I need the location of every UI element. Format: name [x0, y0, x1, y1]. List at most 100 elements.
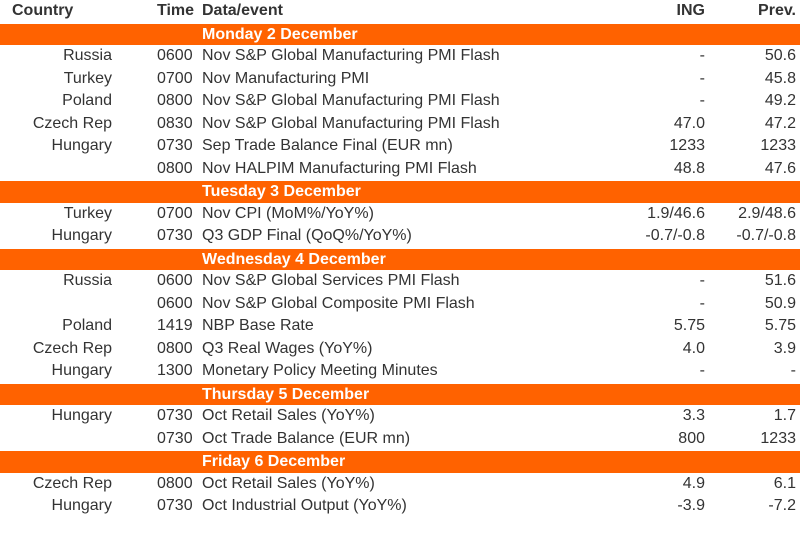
- time-cell: 0800: [157, 92, 193, 109]
- prev-cell: 47.6: [764, 159, 796, 177]
- country-cell: Hungary: [51, 137, 112, 154]
- prev-cell: 1233: [760, 429, 796, 447]
- time-cell: 0730: [157, 137, 193, 154]
- ing-cell: 3.3: [682, 407, 705, 424]
- country-cell: Poland: [62, 92, 112, 109]
- ing-cell: -3.9: [677, 497, 705, 514]
- ing-cell: 1.9/46.6: [647, 204, 705, 222]
- event-cell: Q3 GDP Final (QoQ%/YoY%): [202, 227, 412, 244]
- prev-cell: -: [790, 362, 796, 379]
- ing-cell: 4.9: [682, 474, 705, 492]
- data-row: Hungary 0730 Q3 GDP Final (QoQ%/YoY%) -0.7/…: [0, 225, 800, 248]
- prev-cell: 2.9/48.6: [738, 204, 796, 222]
- data-row: Czech Rep 0800 Q3 Real Wages (YoY%) 4.0 3.9: [0, 338, 800, 361]
- prev-cell: Prev.: [758, 2, 796, 19]
- prev-cell: 1233: [760, 137, 796, 154]
- prev-cell: 51.6: [764, 272, 796, 289]
- country-cell: Turkey: [63, 204, 112, 222]
- country-cell: Country: [12, 2, 74, 19]
- prev-cell: 49.2: [764, 92, 796, 109]
- event-cell: Nov S&P Global Services PMI Flash: [202, 272, 460, 289]
- data-row: Hungary 1300 Monetary Policy Meeting Minut…: [0, 360, 800, 383]
- ing-cell: -: [699, 69, 705, 87]
- country-cell: Turkey: [63, 69, 112, 87]
- data-row: Russia 0600 Nov S&P Global Manufacturing P…: [0, 45, 800, 68]
- event-cell: Oct Retail Sales (YoY%): [202, 407, 375, 424]
- time-cell: 0800: [157, 159, 193, 177]
- data-row: 0800 Nov HALPIM Manufacturing PMI Flash 48…: [0, 158, 800, 181]
- country-cell: Hungary: [51, 362, 112, 379]
- prev-cell: 6.1: [773, 474, 796, 492]
- data-row: Poland 1419 NBP Base Rate 5.75 5.75: [0, 315, 800, 338]
- event-cell: Oct Retail Sales (YoY%): [202, 474, 375, 492]
- ing-cell: -: [699, 362, 705, 379]
- data-row: 0730 Oct Trade Balance (EUR mn) 800 1233: [0, 428, 800, 451]
- prev-cell: 1.7: [773, 407, 796, 424]
- country-cell: Poland: [62, 317, 112, 334]
- ing-cell: -: [699, 92, 705, 109]
- event-cell: Nov S&P Global Manufacturing PMI Flash: [202, 114, 500, 132]
- prev-cell: 47.2: [764, 114, 796, 132]
- event-cell: Oct Trade Balance (EUR mn): [202, 429, 411, 447]
- data-row: Czech Rep 0830 Nov S&P Global Manufacturin…: [0, 113, 800, 136]
- data-row: Hungary 0730 Sep Trade Balance Final (EUR …: [0, 135, 800, 158]
- day-label: Friday 6 December: [202, 453, 346, 470]
- event-cell: Nov Manufacturing PMI: [202, 69, 370, 87]
- prev-cell: 5.75: [764, 317, 796, 334]
- day-label: Monday 2 December: [202, 25, 358, 43]
- country-cell: Hungary: [51, 407, 112, 424]
- header-row: Country Time Data/event ING Prev.: [0, 0, 800, 23]
- prev-cell: 50.6: [764, 47, 796, 64]
- time-cell: 0600: [157, 272, 193, 289]
- data-row: Turkey 0700 Nov Manufacturing PMI - 45.8: [0, 68, 800, 91]
- time-cell: 0600: [157, 47, 193, 64]
- day-row: Tuesday 3 December: [0, 180, 800, 203]
- event-cell: Nov CPI (MoM%/YoY%): [202, 204, 374, 222]
- day-row: Friday 6 December: [0, 450, 800, 473]
- event-cell: Sep Trade Balance Final (EUR mn): [202, 137, 453, 154]
- time-cell: 0730: [157, 429, 193, 447]
- ing-cell: 5.75: [673, 317, 705, 334]
- prev-cell: 3.9: [773, 339, 796, 357]
- ing-cell: 48.8: [673, 159, 705, 177]
- day-label: Wednesday 4 December: [202, 250, 386, 268]
- ing-cell: 47.0: [673, 114, 705, 132]
- country-cell: Hungary: [51, 497, 112, 514]
- country-cell: Czech Rep: [32, 474, 112, 492]
- time-cell: 0730: [157, 497, 193, 514]
- ing-cell: 4.0: [682, 339, 705, 357]
- event-cell: Nov HALPIM Manufacturing PMI Flash: [202, 159, 477, 177]
- time-cell: 0730: [157, 407, 193, 424]
- data-row: Hungary 0730 Oct Retail Sales (YoY%) 3.3 1.7: [0, 405, 800, 428]
- ing-cell: -: [699, 47, 705, 64]
- ing-cell: ING: [676, 2, 705, 19]
- time-cell: 0730: [157, 227, 193, 244]
- data-row: Czech Rep 0800 Oct Retail Sales (YoY%) 4.9 6…: [0, 473, 800, 496]
- day-label: Tuesday 3 December: [202, 183, 361, 200]
- event-cell: Nov S&P Global Manufacturing PMI Flash: [202, 47, 500, 64]
- event-cell: Monetary Policy Meeting Minutes: [202, 362, 438, 379]
- time-cell: Time: [157, 2, 195, 19]
- time-cell: 0800: [157, 339, 193, 357]
- day-label: Thursday 5 December: [202, 385, 370, 403]
- event-cell: Data/event: [202, 2, 283, 19]
- country-cell: Czech Rep: [32, 114, 112, 132]
- ing-cell: -: [699, 272, 705, 289]
- prev-cell: 45.8: [764, 69, 796, 87]
- data-row: Hungary 0730 Oct Industrial Output (YoY%) -…: [0, 495, 800, 518]
- time-cell: 0700: [157, 69, 193, 87]
- time-cell: 1300: [157, 362, 193, 379]
- data-row: Poland 0800 Nov S&P Global Manufacturing P…: [0, 90, 800, 113]
- country-cell: Hungary: [51, 227, 112, 244]
- event-cell: Q3 Real Wages (YoY%): [202, 339, 373, 357]
- event-cell: Oct Industrial Output (YoY%): [202, 497, 407, 514]
- time-cell: 0830: [157, 114, 193, 132]
- day-row: Thursday 5 December: [0, 382, 800, 405]
- event-cell: Nov S&P Global Composite PMI Flash: [202, 294, 475, 312]
- data-row: 0600 Nov S&P Global Composite PMI Flash - 5…: [0, 293, 800, 316]
- prev-cell: -7.2: [768, 497, 796, 514]
- event-cell: Nov S&P Global Manufacturing PMI Flash: [202, 92, 500, 109]
- prev-cell: -0.7/-0.8: [736, 227, 796, 244]
- time-cell: 1419: [157, 317, 193, 334]
